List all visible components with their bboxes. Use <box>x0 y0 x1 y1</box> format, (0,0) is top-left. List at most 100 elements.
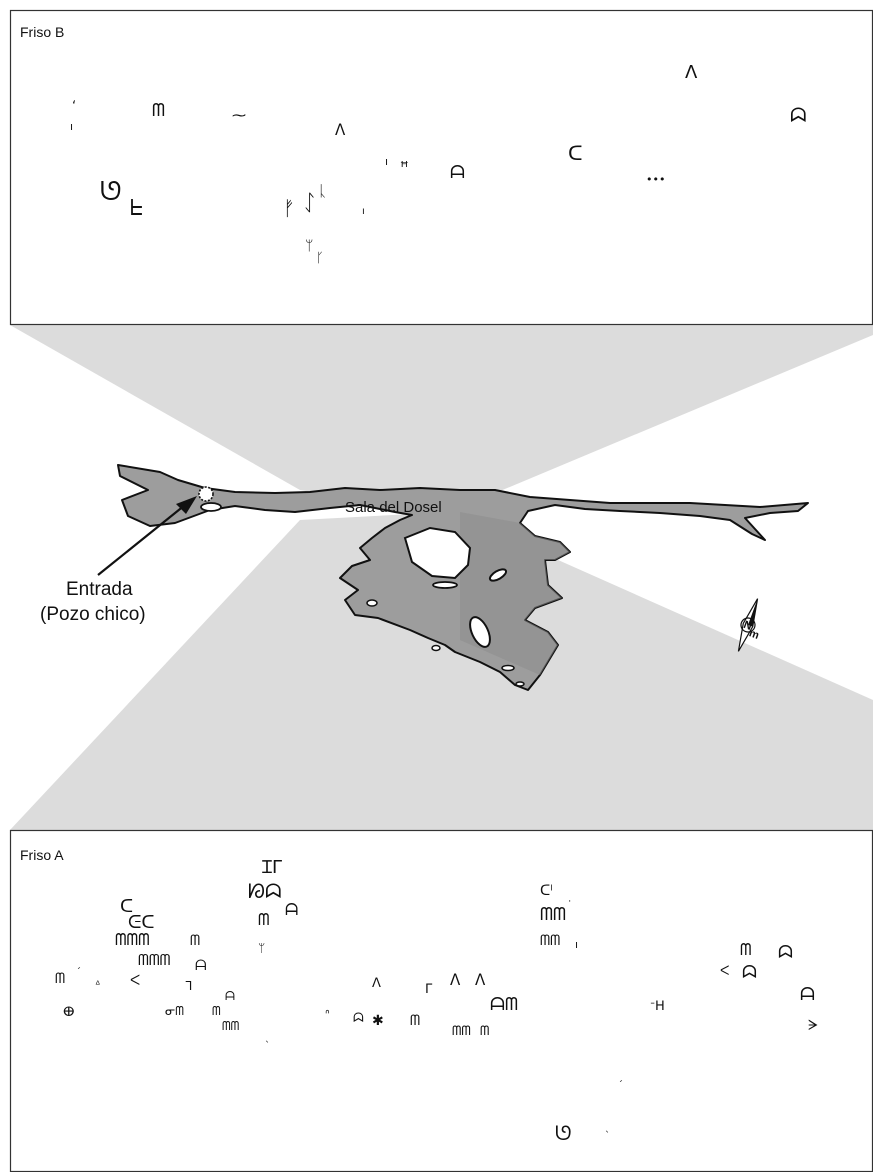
north-arrow-ring <box>740 617 756 633</box>
north-label: N <box>742 619 754 633</box>
svg-text:ᗣ: ᗣ <box>742 962 757 983</box>
svg-text:ᗩ: ᗩ <box>450 162 465 183</box>
svg-text:ᛇ: ᛇ <box>303 191 316 216</box>
svg-text:ᓂᗰ: ᓂᗰ <box>165 1004 184 1018</box>
svg-text:ᛘ: ᛘ <box>258 941 265 955</box>
svg-text:ᐨᕼ: ᐨᕼ <box>650 999 665 1014</box>
svg-text:ᐱ: ᐱ <box>685 62 698 83</box>
entrance-shaft <box>198 486 214 502</box>
svg-text:ᗰ: ᗰ <box>258 910 270 929</box>
svg-text:ᑕˡ: ᑕˡ <box>540 883 553 899</box>
cave-island-4 <box>432 581 458 589</box>
svg-text:ᗰ: ᗰ <box>740 940 752 959</box>
projection-wedge-top <box>10 325 873 512</box>
cave-island-2 <box>469 616 491 648</box>
frieze-b-panel: Friso B ʻ ı ᗰ ⁓ ᐱ ı ꟸ ᗩ ᑕ ••• ᐱ ᗣ ᘎ ᖶ ᚠ … <box>9 9 873 326</box>
svg-text:ᗣ: ᗣ <box>790 103 807 127</box>
svg-text:ᗒ: ᗒ <box>808 1018 818 1034</box>
svg-text:ᗰ: ᗰ <box>190 933 200 949</box>
frieze-b-label: Friso B <box>20 24 64 40</box>
svg-text:ᐢ: ᐢ <box>325 1007 330 1021</box>
frieze-a-engravings: ᑕ ᕮᑕ ᗰᗰᗰ ᗰ ᗰᗰᗰ ᗩ ᐸ ᒣ ᗰ ˊ ᐞ ⴲ ꞮГ ᘗᗣ ᗩ ᗰ ᛘ… <box>55 857 818 1145</box>
svg-text:ᕮᑕ: ᕮᑕ <box>128 912 155 933</box>
cave-island-3 <box>488 568 508 582</box>
cave-island-7 <box>501 664 515 672</box>
svg-text:ᗰ: ᗰ <box>55 971 65 987</box>
north-arrow: N m <box>737 598 761 652</box>
entrance-arrow-line <box>97 504 186 576</box>
svg-text:ᗰ: ᗰ <box>410 1013 420 1029</box>
svg-text:ᗰᗰᗰ: ᗰᗰᗰ <box>138 951 171 969</box>
svg-text:ᒥ: ᒥ <box>425 982 433 997</box>
svg-text:ᗩ: ᗩ <box>285 900 298 919</box>
svg-text:ᐧ: ᐧ <box>568 895 571 908</box>
svg-text:ᗰᗰ: ᗰᗰ <box>222 1019 240 1033</box>
svg-text:ᗰᗰ: ᗰᗰ <box>540 904 566 925</box>
svg-text:ᗣ: ᗣ <box>353 1011 364 1026</box>
svg-text:✱: ✱ <box>372 1013 384 1029</box>
svg-text:ı: ı <box>70 120 73 133</box>
svg-text:ᐱ: ᐱ <box>450 971 461 989</box>
svg-text:ˎ: ˎ <box>605 1122 610 1133</box>
svg-text:ᚴ: ᚴ <box>316 251 324 266</box>
cave-map: Sala del Dosel <box>117 464 809 691</box>
cave-island-1 <box>403 526 472 580</box>
svg-text:ᗩ: ᗩ <box>800 984 815 1005</box>
svg-text:ᗣ: ᗣ <box>778 942 793 963</box>
svg-text:ᐞ: ᐞ <box>95 980 100 991</box>
frieze-a-label: Friso A <box>20 847 64 863</box>
entrance-label: Entrada <box>66 579 133 600</box>
svg-text:ᗰ: ᗰ <box>212 1004 221 1018</box>
svg-text:ꞮГ: ꞮГ <box>262 857 283 878</box>
svg-text:ᖶ: ᖶ <box>130 196 143 221</box>
svg-text:ᗰ: ᗰ <box>152 100 165 121</box>
svg-text:ᗰᗰ: ᗰᗰ <box>540 933 560 949</box>
svg-text:ˊ: ˊ <box>76 966 81 978</box>
svg-text:ᚳ: ᚳ <box>318 182 327 200</box>
svg-text:ˎ: ˎ <box>265 1032 270 1043</box>
svg-text:ı: ı <box>575 938 578 951</box>
svg-text:ı: ı <box>385 155 388 168</box>
entrance-arrow-head <box>176 496 197 514</box>
svg-text:ᘎ: ᘎ <box>100 177 122 207</box>
svg-text:ᒣ: ᒣ <box>185 979 192 993</box>
frieze-b-engravings: ʻ ı ᗰ ⁓ ᐱ ı ꟸ ᗩ ᑕ ••• ᐱ ᗣ ᘎ ᖶ ᚠ ᛇ ᚳ ᛘ ᚴ … <box>70 62 807 266</box>
svg-text:ᑕ: ᑕ <box>568 141 583 165</box>
svg-text:ᗩ: ᗩ <box>195 958 207 974</box>
svg-text:ᗰᗰ: ᗰᗰ <box>452 1024 471 1039</box>
frieze-b-frame <box>9 9 873 326</box>
svg-text:ᗩ: ᗩ <box>225 989 235 1003</box>
svg-text:ı: ı <box>362 206 365 217</box>
projection-wedge-bottom <box>10 512 873 830</box>
svg-text:ᑕ: ᑕ <box>120 896 133 917</box>
north-arrow-tip <box>748 598 758 627</box>
cave-island-6 <box>431 644 441 652</box>
entrance-sublabel: (Pozo chico) <box>40 604 146 625</box>
cave-island-5 <box>366 599 378 607</box>
svg-text:ˊ: ˊ <box>618 1079 623 1091</box>
frieze-a-frame <box>9 829 873 1172</box>
cave-island-8 <box>515 681 525 687</box>
svg-text:ᘎ: ᘎ <box>555 1121 572 1145</box>
svg-text:ᗰᗰᗰ: ᗰᗰᗰ <box>115 930 150 949</box>
svg-text:ꟸ: ꟸ <box>400 158 409 176</box>
svg-text:⁓: ⁓ <box>232 108 246 124</box>
svg-text:ⴲ: ⴲ <box>63 1005 75 1020</box>
svg-text:ʻ: ʻ <box>72 99 76 114</box>
svg-text:ᐸ: ᐸ <box>720 964 729 979</box>
cave-island-9 <box>200 502 222 512</box>
svg-text:ᗰ: ᗰ <box>480 1024 489 1039</box>
svg-text:•••: ••• <box>646 173 665 186</box>
svg-text:ᛘ: ᛘ <box>305 238 313 254</box>
north-label-suffix: m <box>747 627 761 642</box>
svg-text:ᚠ: ᚠ <box>283 196 295 220</box>
svg-text:ᐸ: ᐸ <box>130 973 140 989</box>
svg-text:ᐱ: ᐱ <box>372 976 381 991</box>
svg-text:ᐱ: ᐱ <box>335 121 346 139</box>
frieze-a-panel: Friso A ᑕ ᕮᑕ ᗰᗰᗰ ᗰ ᗰᗰᗰ ᗩ ᐸ ᒣ ᗰ ˊ ᐞ ⴲ ꞮГ … <box>9 829 873 1172</box>
svg-text:ᐱ: ᐱ <box>475 971 486 989</box>
hall-label: Sala del Dosel <box>345 499 442 516</box>
svg-text:ᘗᗣ: ᘗᗣ <box>248 879 282 903</box>
svg-text:ᗩᗰ: ᗩᗰ <box>490 994 518 1015</box>
